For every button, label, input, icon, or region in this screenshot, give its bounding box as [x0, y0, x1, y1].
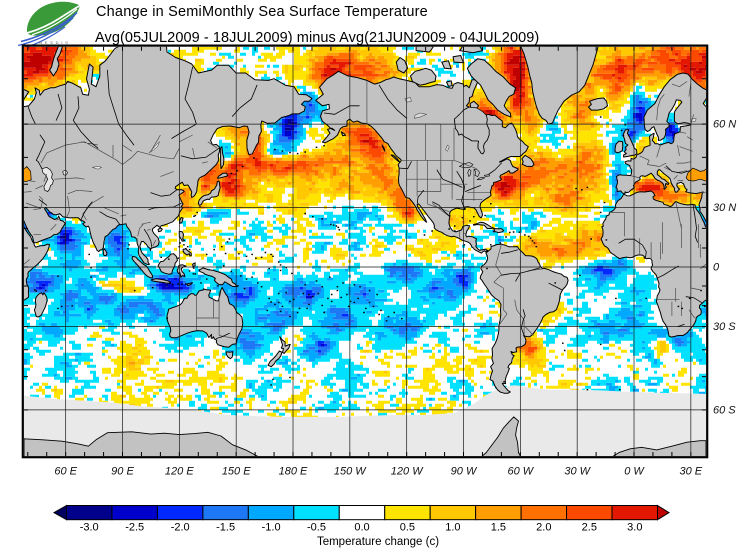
- svg-text:180 E: 180 E: [279, 466, 308, 478]
- svg-text:90 W: 90 W: [451, 466, 478, 478]
- svg-text:0 W: 0 W: [624, 466, 645, 478]
- svg-text:150 E: 150 E: [222, 466, 251, 478]
- svg-text:-0.5: -0.5: [307, 522, 326, 534]
- svg-text:90 E: 90 E: [111, 466, 134, 478]
- svg-text:2.5: 2.5: [582, 522, 597, 534]
- svg-text:2.0: 2.0: [536, 522, 551, 534]
- svg-text:0.5: 0.5: [400, 522, 415, 534]
- svg-text:NESDIS: NESDIS: [39, 40, 71, 45]
- svg-text:60 S: 60 S: [713, 404, 736, 416]
- svg-text:120 W: 120 W: [391, 466, 424, 478]
- svg-text:Avg(05JUL2009 - 18JUL2009) min: Avg(05JUL2009 - 18JUL2009) minus Avg(21J…: [95, 30, 539, 46]
- svg-text:30 E: 30 E: [679, 466, 702, 478]
- svg-text:-3.0: -3.0: [80, 522, 99, 534]
- svg-text:30 N: 30 N: [713, 202, 736, 214]
- svg-text:-2.5: -2.5: [125, 522, 144, 534]
- svg-text:3.0: 3.0: [627, 522, 642, 534]
- svg-text:-2.0: -2.0: [171, 522, 190, 534]
- svg-text:30 S: 30 S: [713, 321, 736, 333]
- svg-text:120 E: 120 E: [165, 466, 194, 478]
- svg-text:Change in SemiMonthly Sea Surf: Change in SemiMonthly Sea Surface Temper…: [96, 4, 428, 20]
- svg-text:60 W: 60 W: [507, 466, 534, 478]
- svg-text:-1.5: -1.5: [216, 522, 235, 534]
- svg-text:60 N: 60 N: [713, 119, 736, 131]
- svg-text:1.0: 1.0: [445, 522, 460, 534]
- svg-text:0.0: 0.0: [354, 522, 369, 534]
- svg-text:150 W: 150 W: [334, 466, 367, 478]
- svg-text:1.5: 1.5: [491, 522, 506, 534]
- svg-text:Temperature change (c): Temperature change (c): [317, 536, 439, 548]
- svg-text:60 E: 60 E: [54, 466, 77, 478]
- svg-text:30 W: 30 W: [564, 466, 591, 478]
- svg-text:0: 0: [713, 262, 720, 274]
- svg-text:-1.0: -1.0: [262, 522, 281, 534]
